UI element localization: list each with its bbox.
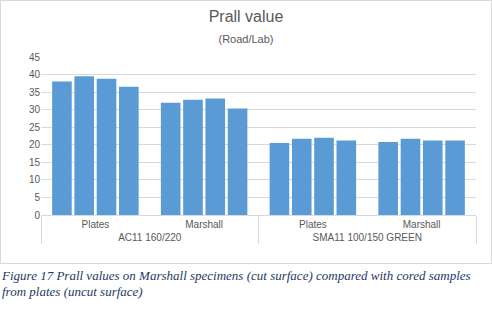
svg-text:SMA11 100/150 GREEN: SMA11 100/150 GREEN	[313, 232, 422, 243]
svg-text:Marshall: Marshall	[185, 219, 223, 230]
svg-text:10: 10	[29, 174, 41, 185]
svg-text:25: 25	[29, 122, 41, 133]
svg-text:40: 40	[29, 69, 41, 80]
svg-text:Plates: Plates	[81, 219, 109, 230]
svg-text:35: 35	[29, 87, 41, 98]
svg-text:20: 20	[29, 139, 41, 150]
svg-text:Marshall: Marshall	[403, 219, 441, 230]
svg-text:Prall value(Road/Lab): Prall value(Road/Lab)	[209, 8, 284, 45]
svg-text:Plates: Plates	[299, 219, 327, 230]
svg-text:45: 45	[29, 52, 41, 63]
html-text:Figure 17 Prall values on Mars: Figure 17 Prall values on Marshall speci…	[2, 268, 471, 299]
svg-text:0: 0	[34, 210, 40, 221]
svg-text:15: 15	[29, 157, 41, 168]
svg-text:5: 5	[34, 192, 40, 203]
svg-text:30: 30	[29, 104, 41, 115]
svg-text:AC11 160/220: AC11 160/220	[118, 232, 182, 243]
